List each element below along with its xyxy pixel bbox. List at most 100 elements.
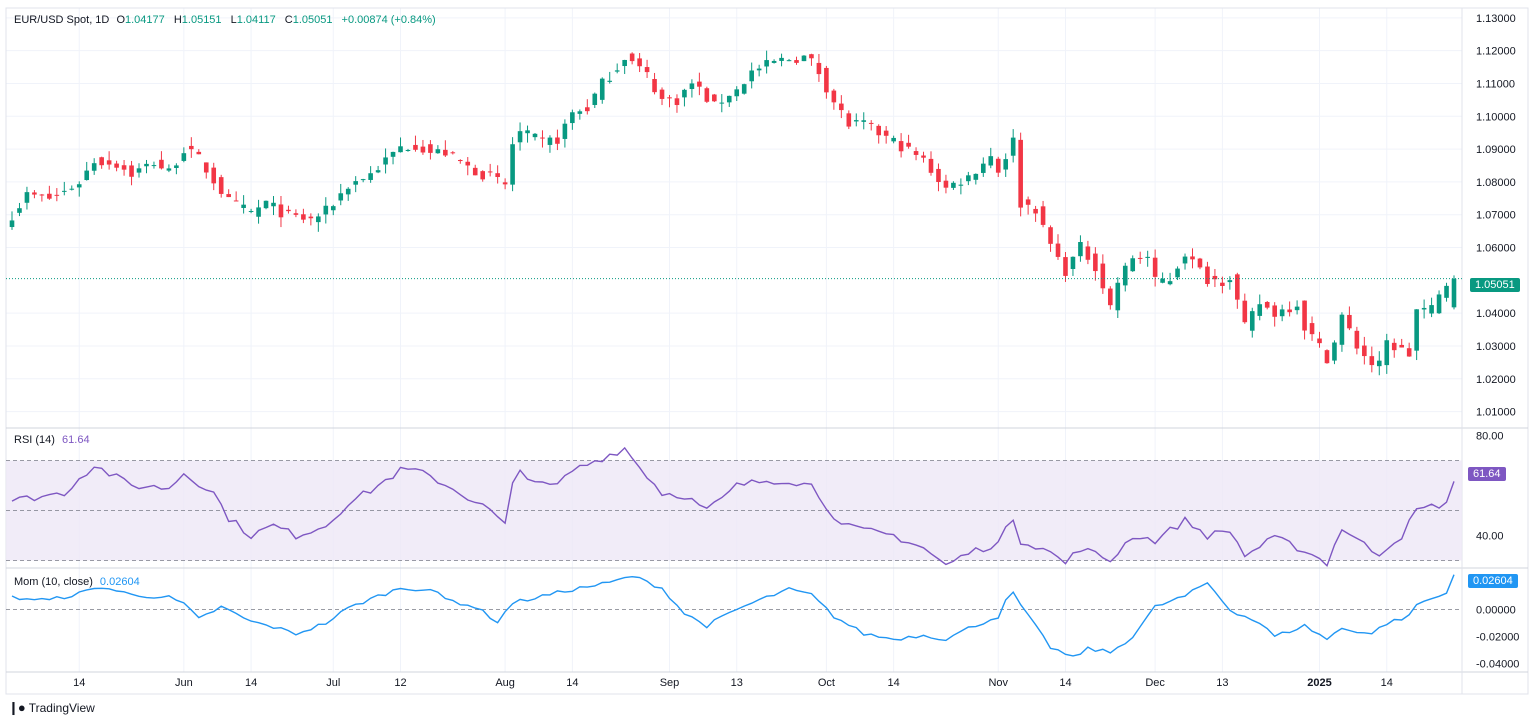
candle-body xyxy=(898,141,904,152)
candle xyxy=(121,159,127,176)
candle xyxy=(861,112,867,130)
candle xyxy=(1444,282,1449,302)
candle xyxy=(839,95,844,119)
candle xyxy=(936,163,941,192)
candle-body xyxy=(181,153,187,161)
candle xyxy=(99,156,104,169)
candle-body xyxy=(1362,345,1367,357)
candle xyxy=(517,122,523,151)
candle xyxy=(360,178,366,183)
candle-body xyxy=(921,155,926,158)
candle-body xyxy=(1063,257,1068,276)
candle-body xyxy=(121,165,127,170)
candle xyxy=(480,170,486,182)
tradingview-logo[interactable]: ❙● TradingView xyxy=(8,700,95,716)
candle-body xyxy=(674,98,680,106)
candle-body xyxy=(928,158,934,173)
candle-body xyxy=(861,120,867,122)
candle xyxy=(1003,153,1009,177)
candle-body xyxy=(1093,253,1098,272)
x-tick-label: Jul xyxy=(326,677,340,689)
candle-body xyxy=(622,59,627,67)
candle-body xyxy=(1347,314,1352,329)
candle xyxy=(1436,290,1442,315)
price-tick-label: 1.08000 xyxy=(1476,177,1516,189)
candle xyxy=(1242,293,1248,324)
candle xyxy=(682,88,687,107)
x-tick-label: 14 xyxy=(1381,677,1393,689)
candle-body xyxy=(958,184,964,186)
candle-body xyxy=(465,161,471,166)
candle-body xyxy=(510,144,515,185)
candle xyxy=(562,119,568,148)
candle-body xyxy=(301,214,306,220)
candle-body xyxy=(540,137,545,139)
candle-body xyxy=(1108,288,1113,306)
price-tick-label: 1.11000 xyxy=(1476,78,1515,90)
rsi-pane[interactable] xyxy=(6,446,1462,568)
candle-body xyxy=(816,62,822,75)
candle xyxy=(159,151,164,170)
candle-body xyxy=(913,151,919,155)
candle xyxy=(1272,302,1277,327)
candle-body xyxy=(980,163,986,173)
candle xyxy=(76,181,82,197)
candle xyxy=(17,202,22,217)
candle-body xyxy=(1399,344,1404,348)
candle xyxy=(1055,234,1061,260)
candle xyxy=(1287,301,1292,317)
candle-body xyxy=(1130,258,1136,272)
candle-body xyxy=(779,57,784,61)
candle-body xyxy=(330,206,336,211)
candle xyxy=(988,147,994,169)
momentum-pane[interactable] xyxy=(6,574,1462,657)
candle xyxy=(1130,255,1136,272)
candle-body xyxy=(1332,342,1337,361)
candle xyxy=(876,124,881,144)
candle-body xyxy=(599,78,605,100)
candle xyxy=(1145,250,1150,267)
candle xyxy=(1294,300,1300,315)
x-tick-label: 12 xyxy=(394,677,406,689)
candle xyxy=(614,63,620,74)
candle xyxy=(1070,256,1076,276)
candle xyxy=(921,151,926,163)
close-value: 1.05051 xyxy=(292,14,333,26)
candle-body xyxy=(652,78,657,93)
mom-tick-label: -0.04000 xyxy=(1476,658,1519,670)
candle xyxy=(39,193,45,202)
candle xyxy=(495,165,500,184)
candle-body xyxy=(1369,356,1375,366)
candle-body xyxy=(76,184,82,188)
logo-text: TradingView xyxy=(28,701,95,715)
candle-body xyxy=(144,163,149,167)
candle-body xyxy=(704,88,710,102)
rsi-legend[interactable]: RSI (14) 61.64 xyxy=(14,434,90,446)
candle-body xyxy=(308,216,314,219)
candle-body xyxy=(271,202,276,207)
candle xyxy=(465,157,471,176)
symbol-legend[interactable]: EUR/USD Spot, 1D O1.04177 H1.05151 L1.04… xyxy=(14,14,442,26)
candle xyxy=(704,86,710,104)
candle-body xyxy=(853,120,859,122)
candle xyxy=(973,173,979,185)
candle xyxy=(278,195,284,228)
candle-body xyxy=(801,55,807,62)
candle xyxy=(1369,346,1375,373)
price-pane[interactable] xyxy=(6,50,1462,376)
candle-body xyxy=(1451,278,1457,308)
mom-legend[interactable]: Mom (10, close) 0.02604 xyxy=(14,576,140,588)
candle xyxy=(1115,277,1121,318)
candle-body xyxy=(443,149,448,156)
candle xyxy=(1212,268,1218,288)
candle xyxy=(1362,336,1367,365)
candle-body xyxy=(233,200,239,202)
rsi-line xyxy=(11,446,1455,568)
candle xyxy=(652,72,657,95)
close-label: C xyxy=(284,14,293,26)
candle-body xyxy=(278,204,284,218)
chart-frame xyxy=(5,7,1529,695)
candle-body xyxy=(487,171,493,173)
